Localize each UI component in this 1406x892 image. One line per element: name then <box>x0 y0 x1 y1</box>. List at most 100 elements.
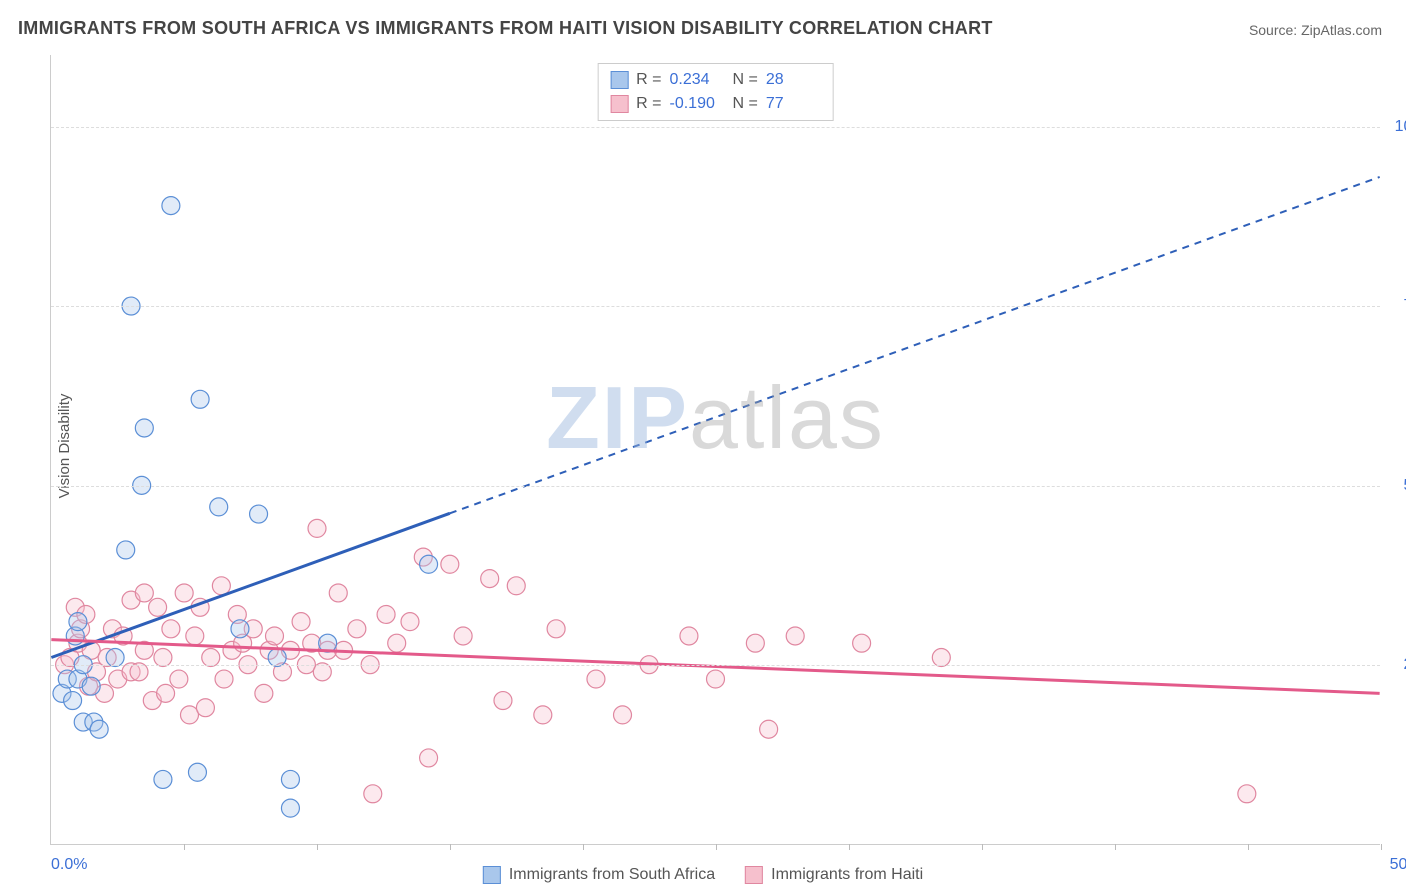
data-point <box>266 627 284 645</box>
data-point <box>707 670 725 688</box>
stat-row-series2: R = -0.190 N = 77 <box>610 92 821 116</box>
data-point <box>786 627 804 645</box>
x-tick-mark <box>184 844 185 850</box>
data-point <box>401 613 419 631</box>
data-point <box>932 649 950 667</box>
data-point <box>215 670 233 688</box>
legend-label-1: Immigrants from South Africa <box>509 866 715 884</box>
data-point <box>853 634 871 652</box>
stat-r-label: R = <box>636 92 661 116</box>
stat-r-value-2: -0.190 <box>670 92 725 116</box>
data-point <box>191 390 209 408</box>
x-tick-mark <box>583 844 584 850</box>
trend-line-dashed <box>450 177 1380 513</box>
data-point <box>196 699 214 717</box>
chart-svg <box>51 55 1380 844</box>
gridline-h <box>51 486 1380 487</box>
data-point <box>364 785 382 803</box>
stat-n-label: N = <box>733 92 758 116</box>
data-point <box>348 620 366 638</box>
x-tick-mark <box>1115 844 1116 850</box>
data-point <box>454 627 472 645</box>
x-tick-label-max: 50.0% <box>1390 856 1406 874</box>
data-point <box>157 684 175 702</box>
data-point <box>212 577 230 595</box>
legend-swatch-2 <box>745 866 763 884</box>
data-point <box>154 770 172 788</box>
data-point <box>587 670 605 688</box>
stat-n-label: N = <box>733 68 758 92</box>
legend-label-2: Immigrants from Haiti <box>771 866 923 884</box>
data-point <box>441 555 459 573</box>
data-point <box>255 684 273 702</box>
data-point <box>308 519 326 537</box>
x-tick-mark <box>1381 844 1382 850</box>
data-point <box>281 799 299 817</box>
data-point <box>388 634 406 652</box>
x-tick-mark <box>982 844 983 850</box>
data-point <box>154 649 172 667</box>
x-tick-mark <box>450 844 451 850</box>
data-point <box>186 627 204 645</box>
data-point <box>210 498 228 516</box>
stat-r-value-1: 0.234 <box>670 68 725 92</box>
correlation-stats-box: R = 0.234 N = 28 R = -0.190 N = 77 <box>597 63 834 121</box>
gridline-h <box>51 306 1380 307</box>
y-tick-label: 7.5% <box>1385 297 1406 315</box>
data-point <box>180 706 198 724</box>
data-point <box>82 677 100 695</box>
data-point <box>377 605 395 623</box>
data-point <box>547 620 565 638</box>
data-point <box>69 613 87 631</box>
data-point <box>135 419 153 437</box>
data-point <box>268 649 286 667</box>
data-point <box>117 541 135 559</box>
x-tick-mark <box>1248 844 1249 850</box>
data-point <box>90 720 108 738</box>
data-point <box>231 620 249 638</box>
data-point <box>149 598 167 616</box>
gridline-h <box>51 665 1380 666</box>
source-attribution: Source: ZipAtlas.com <box>1249 22 1382 38</box>
data-point <box>188 763 206 781</box>
stat-n-value-2: 77 <box>766 92 821 116</box>
data-point <box>175 584 193 602</box>
data-point <box>420 749 438 767</box>
data-point <box>250 505 268 523</box>
y-tick-label: 5.0% <box>1385 477 1406 495</box>
chart-title: IMMIGRANTS FROM SOUTH AFRICA VS IMMIGRAN… <box>18 18 993 39</box>
data-point <box>680 627 698 645</box>
stat-n-value-1: 28 <box>766 68 821 92</box>
x-tick-mark <box>716 844 717 850</box>
data-point <box>64 692 82 710</box>
legend-item-series2: Immigrants from Haiti <box>745 866 923 884</box>
stat-row-series1: R = 0.234 N = 28 <box>610 68 821 92</box>
stat-r-label: R = <box>636 68 661 92</box>
data-point <box>507 577 525 595</box>
data-point <box>481 570 499 588</box>
data-point <box>106 649 124 667</box>
x-tick-label-min: 0.0% <box>51 856 87 874</box>
data-point <box>162 197 180 215</box>
legend-swatch-1 <box>483 866 501 884</box>
data-point <box>135 584 153 602</box>
data-point <box>281 770 299 788</box>
data-point <box>534 706 552 724</box>
legend-item-series1: Immigrants from South Africa <box>483 866 715 884</box>
data-point <box>170 670 188 688</box>
data-point <box>202 649 220 667</box>
data-point <box>420 555 438 573</box>
data-point <box>760 720 778 738</box>
data-point <box>746 634 764 652</box>
x-tick-mark <box>849 844 850 850</box>
data-point <box>162 620 180 638</box>
data-point <box>1238 785 1256 803</box>
swatch-series1 <box>610 71 628 89</box>
data-point <box>614 706 632 724</box>
swatch-series2 <box>610 95 628 113</box>
x-tick-mark <box>317 844 318 850</box>
chart-plot-area: R = 0.234 N = 28 R = -0.190 N = 77 ZIPat… <box>50 55 1380 845</box>
gridline-h <box>51 127 1380 128</box>
legend-bottom: Immigrants from South Africa Immigrants … <box>483 866 923 884</box>
data-point <box>329 584 347 602</box>
